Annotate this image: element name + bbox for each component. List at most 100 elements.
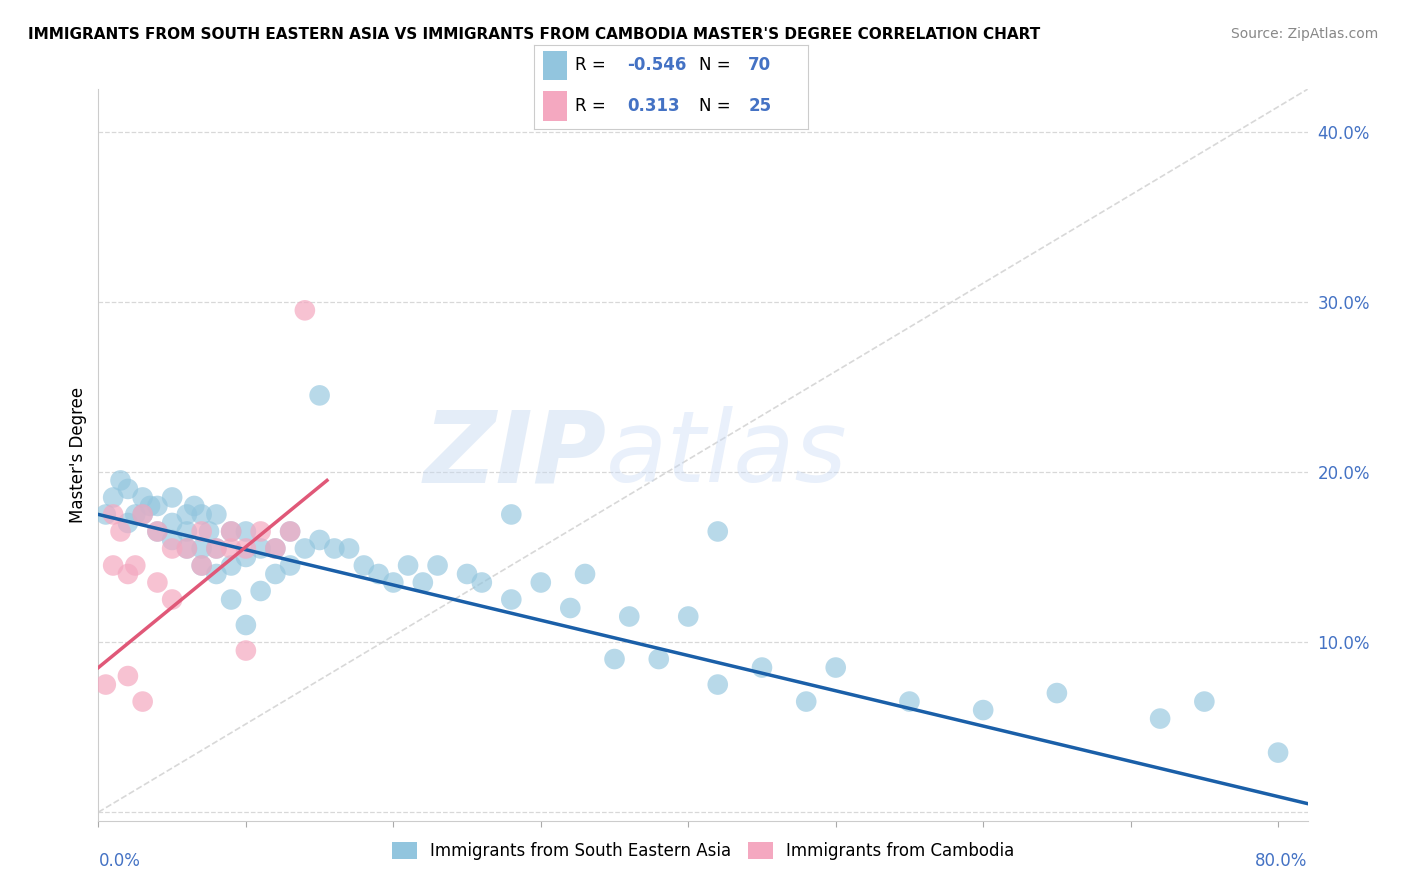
Point: [219, 541, 242, 556]
Point: [278, 524, 301, 539]
Point: [176, 541, 198, 556]
Point: [249, 541, 271, 556]
Point: [367, 566, 389, 581]
Point: [176, 541, 198, 556]
Point: [198, 524, 221, 539]
Point: [382, 575, 405, 590]
Point: [146, 524, 169, 539]
Point: [131, 508, 153, 522]
Point: [898, 695, 921, 709]
Y-axis label: Master's Degree: Master's Degree: [69, 387, 87, 523]
Point: [278, 524, 301, 539]
Point: [706, 524, 728, 539]
Point: [426, 558, 449, 573]
Point: [110, 524, 132, 539]
Point: [146, 575, 169, 590]
Point: [190, 524, 212, 539]
Point: [353, 558, 375, 573]
Point: [278, 558, 301, 573]
Point: [264, 541, 287, 556]
Legend: Immigrants from South Eastern Asia, Immigrants from Cambodia: Immigrants from South Eastern Asia, Immi…: [385, 836, 1021, 867]
Point: [706, 677, 728, 691]
Text: 80.0%: 80.0%: [1256, 852, 1308, 870]
Point: [101, 508, 124, 522]
Text: N =: N =: [699, 56, 735, 74]
Text: 70: 70: [748, 56, 772, 74]
Point: [794, 695, 817, 709]
Point: [972, 703, 994, 717]
Text: R =: R =: [575, 56, 612, 74]
Point: [124, 508, 146, 522]
Point: [751, 660, 773, 674]
Point: [110, 474, 132, 488]
Point: [530, 575, 553, 590]
Bar: [543, 91, 567, 120]
Point: [1046, 686, 1069, 700]
Text: atlas: atlas: [606, 407, 848, 503]
Point: [619, 609, 641, 624]
Point: [219, 558, 242, 573]
Point: [294, 303, 316, 318]
Point: [190, 541, 212, 556]
Point: [131, 491, 153, 505]
Point: [235, 524, 257, 539]
Point: [235, 618, 257, 632]
Point: [190, 558, 212, 573]
Point: [219, 524, 242, 539]
Point: [219, 524, 242, 539]
Point: [146, 524, 169, 539]
Point: [94, 677, 117, 691]
Point: [264, 541, 287, 556]
Point: [294, 541, 316, 556]
Point: [176, 524, 198, 539]
Point: [1149, 712, 1171, 726]
Point: [160, 592, 183, 607]
Point: [249, 584, 271, 599]
Point: [117, 566, 139, 581]
Text: R =: R =: [575, 96, 612, 114]
Point: [264, 566, 287, 581]
Point: [190, 558, 212, 573]
Point: [396, 558, 419, 573]
Point: [160, 533, 183, 547]
Point: [1267, 746, 1289, 760]
Point: [101, 491, 124, 505]
Point: [219, 592, 242, 607]
Point: [308, 533, 330, 547]
Text: IMMIGRANTS FROM SOUTH EASTERN ASIA VS IMMIGRANTS FROM CAMBODIA MASTER'S DEGREE C: IMMIGRANTS FROM SOUTH EASTERN ASIA VS IM…: [28, 27, 1040, 42]
Point: [117, 669, 139, 683]
Point: [574, 566, 596, 581]
Point: [183, 499, 205, 513]
Point: [139, 499, 162, 513]
Point: [456, 566, 478, 581]
Text: -0.546: -0.546: [627, 56, 688, 74]
Point: [205, 541, 228, 556]
Point: [190, 508, 212, 522]
Point: [235, 643, 257, 657]
Point: [501, 592, 523, 607]
Point: [560, 601, 582, 615]
Point: [101, 558, 124, 573]
Point: [160, 541, 183, 556]
Text: Source: ZipAtlas.com: Source: ZipAtlas.com: [1230, 27, 1378, 41]
Text: 25: 25: [748, 96, 772, 114]
Point: [471, 575, 494, 590]
Point: [94, 508, 117, 522]
Point: [249, 524, 271, 539]
Point: [412, 575, 434, 590]
Point: [124, 558, 146, 573]
Point: [117, 482, 139, 496]
Point: [337, 541, 360, 556]
Point: [117, 516, 139, 530]
Point: [160, 491, 183, 505]
Point: [648, 652, 671, 666]
Point: [1194, 695, 1216, 709]
Text: ZIP: ZIP: [423, 407, 606, 503]
Point: [131, 508, 153, 522]
Point: [678, 609, 700, 624]
Point: [205, 566, 228, 581]
Point: [205, 541, 228, 556]
Point: [308, 388, 330, 402]
Point: [146, 499, 169, 513]
Point: [501, 508, 523, 522]
